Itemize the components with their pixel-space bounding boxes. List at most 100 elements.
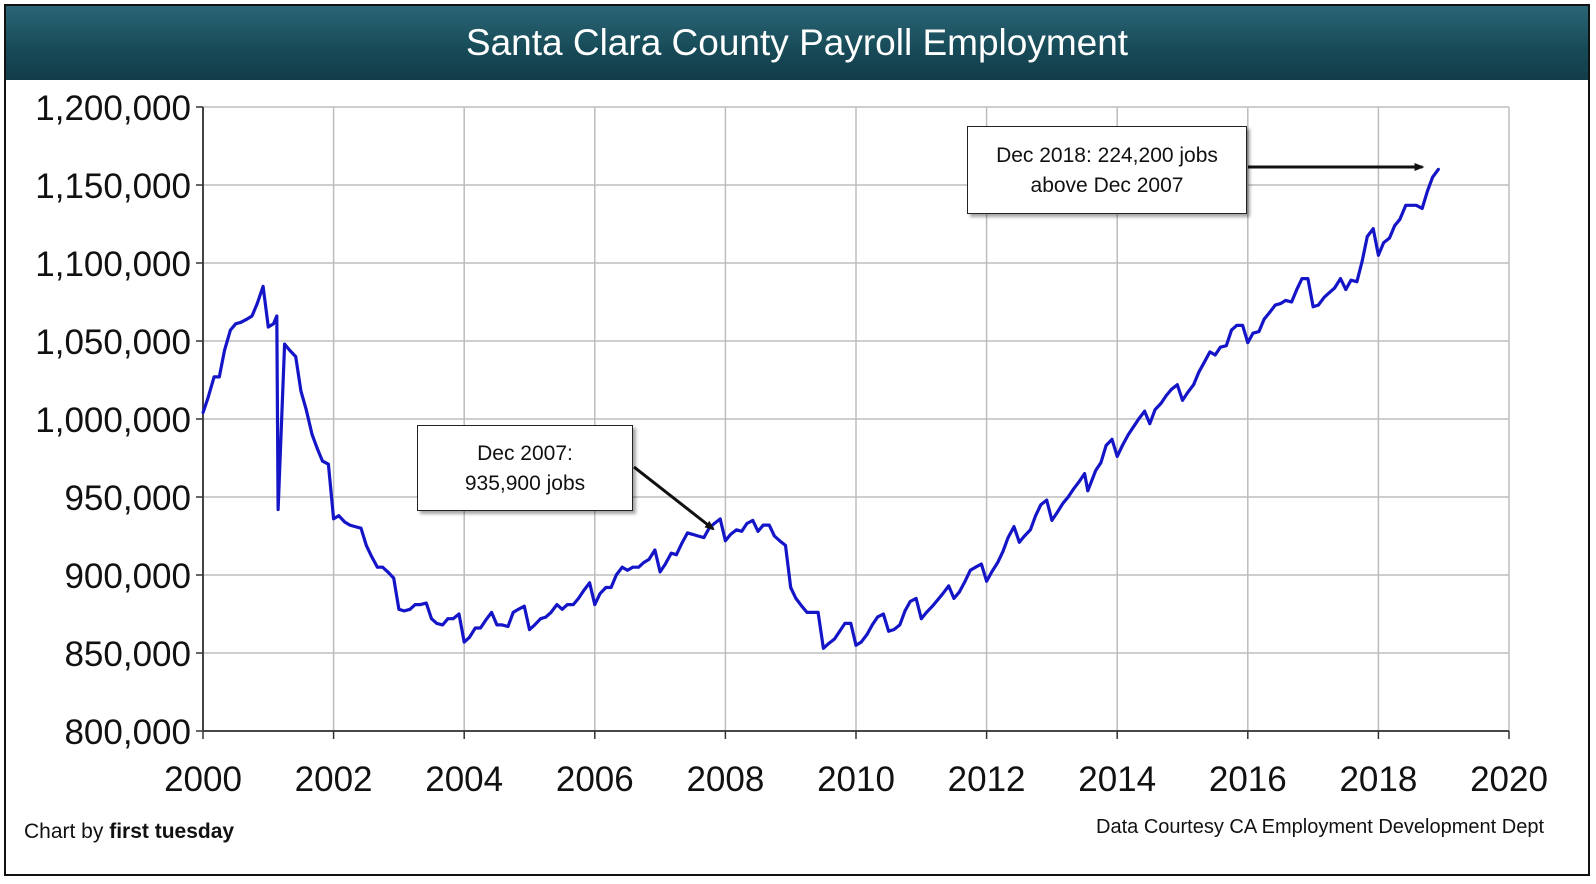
data-point [506, 625, 510, 628]
data-point [1148, 422, 1152, 426]
data-point [696, 534, 700, 538]
data-point [1300, 277, 1304, 280]
data-point [974, 565, 977, 569]
data-point [1066, 495, 1070, 499]
data-point [1328, 291, 1331, 294]
data-point [887, 629, 890, 633]
data-point [1322, 295, 1326, 299]
data-point [500, 623, 504, 627]
data-point [1393, 224, 1397, 228]
data-point [304, 408, 308, 411]
x-tick-label: 2008 [686, 760, 764, 799]
data-point [511, 611, 515, 614]
data-point [359, 526, 363, 530]
data-point [1055, 511, 1059, 514]
data-point [810, 611, 814, 614]
data-point [631, 565, 635, 569]
data-point [1077, 480, 1081, 483]
data-point [838, 629, 842, 633]
data-point [1186, 391, 1190, 394]
data-point [229, 328, 232, 332]
data-point [745, 522, 749, 525]
data-point [724, 539, 727, 543]
data-point [1355, 280, 1359, 284]
data-point [663, 562, 667, 566]
data-point [1414, 203, 1418, 207]
data-point [266, 325, 270, 329]
data-point [588, 581, 591, 585]
data-point [1023, 534, 1026, 538]
data-point [1267, 311, 1271, 315]
data-point [849, 622, 853, 625]
data-point [892, 628, 896, 631]
data-point [473, 626, 477, 630]
data-point [675, 553, 678, 557]
data-point [773, 534, 776, 538]
data-point [1371, 227, 1375, 231]
data-point [364, 544, 368, 547]
y-tick-label: 800,000 [64, 713, 191, 752]
data-point [1290, 300, 1293, 304]
data-point [577, 597, 580, 600]
data-point [549, 611, 553, 614]
data-point [1437, 167, 1440, 171]
data-point [1086, 489, 1090, 493]
data-point [1061, 501, 1065, 505]
annotation-line: Dec 2018: 224,200 jobs [996, 144, 1218, 167]
data-point [1029, 528, 1032, 532]
annotation-line: Dec 2007: [477, 442, 573, 465]
annotation-line: 935,900 jobs [464, 472, 586, 495]
data-point [528, 628, 531, 631]
x-tick-label: 2002 [295, 760, 373, 799]
data-point [1404, 203, 1408, 207]
data-point [582, 589, 586, 592]
data-point [370, 554, 373, 558]
chart-credit: Chart by first tuesday [24, 820, 234, 844]
data-point [1295, 288, 1299, 291]
data-point [276, 508, 280, 511]
data-point [321, 459, 324, 463]
data-point [294, 355, 298, 358]
annotation-arrow [633, 465, 715, 531]
y-tick-label: 950,000 [64, 479, 191, 518]
data-point [517, 607, 520, 611]
data-point [680, 542, 683, 546]
data-point [392, 576, 396, 580]
data-point [315, 447, 319, 450]
series-line [201, 168, 1440, 650]
data-point [376, 565, 379, 569]
data-point [751, 519, 755, 522]
data-point [283, 342, 286, 346]
data-point [1349, 278, 1353, 282]
data-point [1398, 217, 1402, 221]
data-point [402, 609, 406, 613]
data-point [1339, 277, 1342, 280]
data-point [1316, 303, 1320, 307]
data-point [865, 632, 869, 636]
data-point [1001, 550, 1005, 553]
data-point [1388, 236, 1391, 240]
data-point [686, 531, 689, 535]
y-tick-label: 1,150,000 [35, 167, 191, 206]
data-point [1360, 260, 1364, 263]
data-point [239, 320, 243, 324]
data-point [430, 617, 433, 621]
data-point [522, 604, 526, 608]
data-point [250, 314, 254, 318]
data-point [424, 601, 428, 605]
data-point [1409, 203, 1413, 207]
y-tick-label: 900,000 [64, 557, 191, 596]
x-tick-label: 2010 [817, 760, 895, 799]
data-point [789, 586, 793, 589]
data-point [963, 579, 967, 583]
data-point [1159, 402, 1163, 405]
data-point [451, 617, 455, 621]
data-point [800, 604, 804, 608]
x-tick-label: 2004 [425, 760, 503, 799]
data-point [386, 570, 390, 574]
data-point [1306, 277, 1310, 280]
data-point [397, 607, 401, 611]
data-point [1262, 317, 1266, 321]
data-point [1241, 324, 1244, 327]
